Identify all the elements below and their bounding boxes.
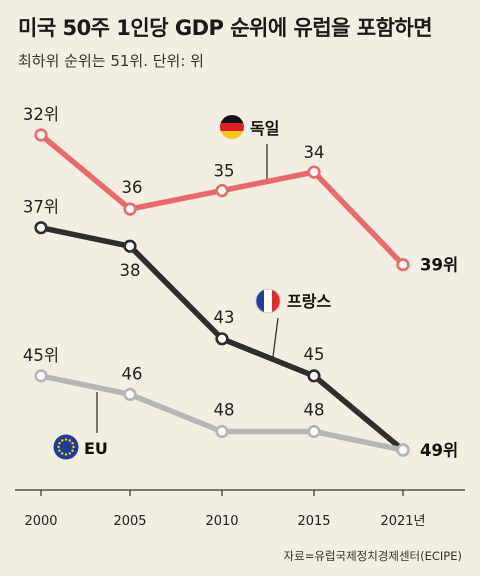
data-label: 49위 [420,441,458,460]
data-label: 43 [214,308,235,327]
data-point [307,424,321,439]
data-label: 34 [304,143,325,162]
france-flag-icon [255,288,281,314]
data-point [34,221,48,235]
data-point [34,369,48,383]
data-label: 38 [120,261,141,280]
data-point [215,184,229,198]
france-legend-label: 프랑스 [287,292,331,311]
data-labels: 32위 36 35 34 39위 37위 38 43 45 49위 45위 46 48 48 [23,105,458,460]
data-point [307,369,321,383]
data-point [396,258,410,272]
data-point [34,128,48,142]
chart-subtitle: 최하위 순위는 51위. 단위: 위 [18,52,204,70]
data-label: 45위 [23,346,59,365]
data-label: 39위 [420,256,458,275]
data-label: 46 [122,364,143,383]
x-tick-label: 2000 [24,514,57,529]
data-label: 48 [304,401,325,420]
x-tick-label: 2021년 [380,514,425,529]
x-axis: 2000 2005 2010 2015 2021년 [15,489,465,529]
x-tick-label: 2005 [113,514,146,529]
germany-flag-icon [220,115,244,139]
x-tick-label: 2010 [205,514,238,529]
eu-flag-icon [53,434,79,460]
data-label: 45 [304,345,325,364]
source-note: 자료=유럽국제정치경제센터(ECIPE) [283,549,462,563]
data-point [215,424,229,439]
data-point [215,332,229,346]
series-points [34,128,410,457]
data-label: 35 [214,162,235,181]
data-point [307,165,321,179]
data-label: 36 [122,178,143,197]
data-label: 48 [214,401,235,420]
germany-legend-label: 독일 [250,119,279,138]
series-line-0 [38,132,406,268]
data-point [123,239,137,253]
data-point [396,443,410,457]
legend-leaders [96,144,279,433]
france-leader [272,317,279,358]
data-point [123,202,137,216]
data-point [123,387,137,402]
x-tick-label: 2015 [297,514,330,529]
data-label: 37위 [23,198,59,217]
data-label: 32위 [23,105,59,124]
eu-legend-label: EU [84,439,108,458]
chart-title: 미국 50주 1인당 GDP 순위에 유럽을 포함하면 [18,16,433,40]
